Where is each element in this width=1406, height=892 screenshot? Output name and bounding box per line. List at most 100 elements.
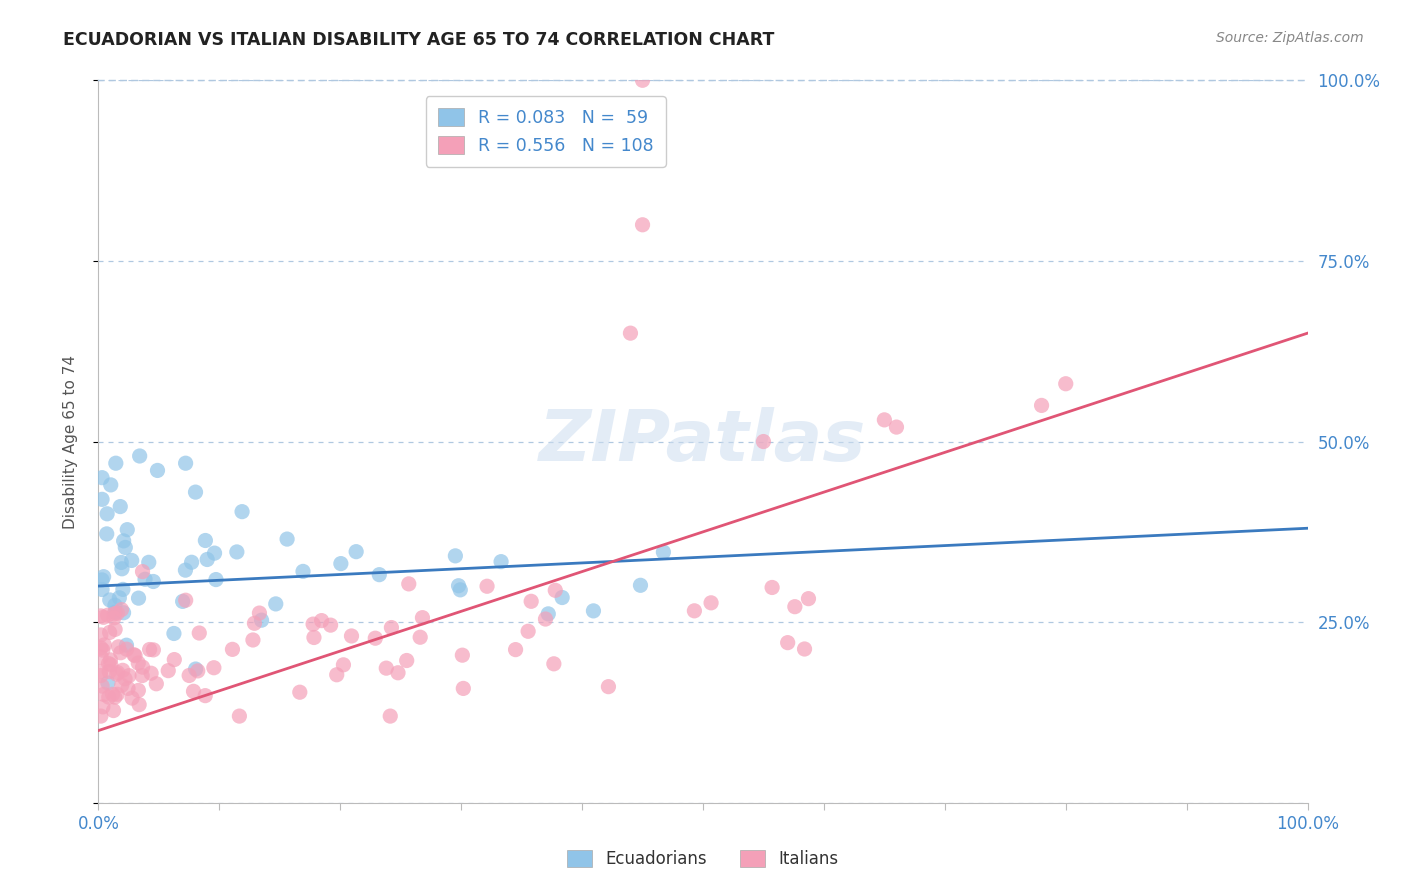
Point (93, 687, 115, 701)
Point (98, 665, 121, 679)
Point (184, 662, 207, 676)
Point (202, 661, 225, 675)
Point (619, 326, 641, 341)
Point (451, 648, 474, 663)
Point (783, 599, 806, 614)
Point (326, 667, 349, 681)
Point (630, 578, 652, 592)
Point (118, 668, 141, 682)
Point (93, 610, 115, 624)
Point (520, 594, 543, 608)
Point (243, 616, 266, 631)
Point (91, 573, 114, 587)
Point (221, 642, 243, 657)
Point (115, 642, 138, 657)
Point (96, 527, 118, 541)
Point (134, 572, 156, 586)
Point (797, 591, 820, 606)
Point (311, 614, 333, 628)
Point (292, 565, 315, 579)
Point (90, 628, 112, 642)
Point (447, 579, 470, 593)
Point (444, 549, 467, 563)
Point (91, 471, 114, 485)
Point (534, 612, 557, 626)
Point (114, 541, 136, 555)
Point (97, 657, 120, 671)
Point (228, 709, 250, 723)
Point (138, 555, 160, 569)
Point (395, 653, 418, 667)
Point (146, 463, 169, 477)
Point (110, 646, 132, 660)
Point (188, 626, 211, 640)
Point (544, 583, 567, 598)
Point (115, 638, 138, 652)
Point (249, 606, 271, 620)
Point (1031, 398, 1053, 412)
Point (112, 533, 135, 548)
Point (97, 608, 120, 623)
Point (776, 635, 799, 649)
Text: ZIPatlas: ZIPatlas (540, 407, 866, 476)
Point (108, 591, 131, 605)
Point (105, 667, 128, 681)
Point (332, 657, 354, 672)
Point (103, 611, 125, 625)
Point (100, 657, 122, 672)
Point (98, 593, 121, 607)
Point (110, 556, 132, 570)
Point (145, 677, 167, 691)
Point (91, 643, 114, 657)
Point (128, 449, 150, 463)
Point (112, 606, 135, 620)
Point (111, 663, 134, 677)
Point (131, 565, 153, 579)
Point (652, 545, 675, 559)
Point (163, 652, 186, 666)
Point (90, 640, 112, 655)
Point (489, 555, 512, 569)
Point (174, 456, 197, 470)
Point (105, 606, 128, 620)
Point (398, 577, 420, 591)
Point (93, 638, 115, 652)
Point (104, 690, 127, 705)
Point (100, 478, 122, 492)
Point (231, 505, 253, 519)
Point (142, 643, 165, 657)
Point (537, 607, 560, 621)
Point (107, 640, 129, 654)
Point (683, 604, 706, 618)
Point (172, 594, 194, 608)
Point (91, 492, 114, 507)
Point (98, 625, 121, 640)
Legend: R = 0.083   N =  59, R = 0.556   N = 108: R = 0.083 N = 59, R = 0.556 N = 108 (426, 96, 665, 167)
Point (449, 582, 471, 597)
Point (364, 631, 387, 645)
Point (288, 685, 311, 699)
Point (90, 665, 112, 679)
Point (598, 680, 620, 694)
Point (117, 523, 139, 537)
Point (752, 434, 775, 449)
Point (195, 552, 218, 566)
Point (761, 581, 783, 595)
Point (107, 665, 129, 680)
Point (387, 665, 409, 680)
Point (194, 533, 217, 548)
Point (543, 657, 565, 671)
Point (344, 544, 367, 558)
Point (517, 624, 540, 639)
Point (110, 500, 132, 514)
Point (225, 545, 247, 559)
Point (104, 456, 127, 470)
Point (453, 681, 475, 696)
Point (380, 621, 402, 635)
Point (114, 672, 136, 686)
Point (380, 709, 402, 723)
Point (97, 690, 120, 705)
Point (886, 420, 908, 434)
Point (582, 604, 605, 618)
Point (121, 691, 143, 706)
